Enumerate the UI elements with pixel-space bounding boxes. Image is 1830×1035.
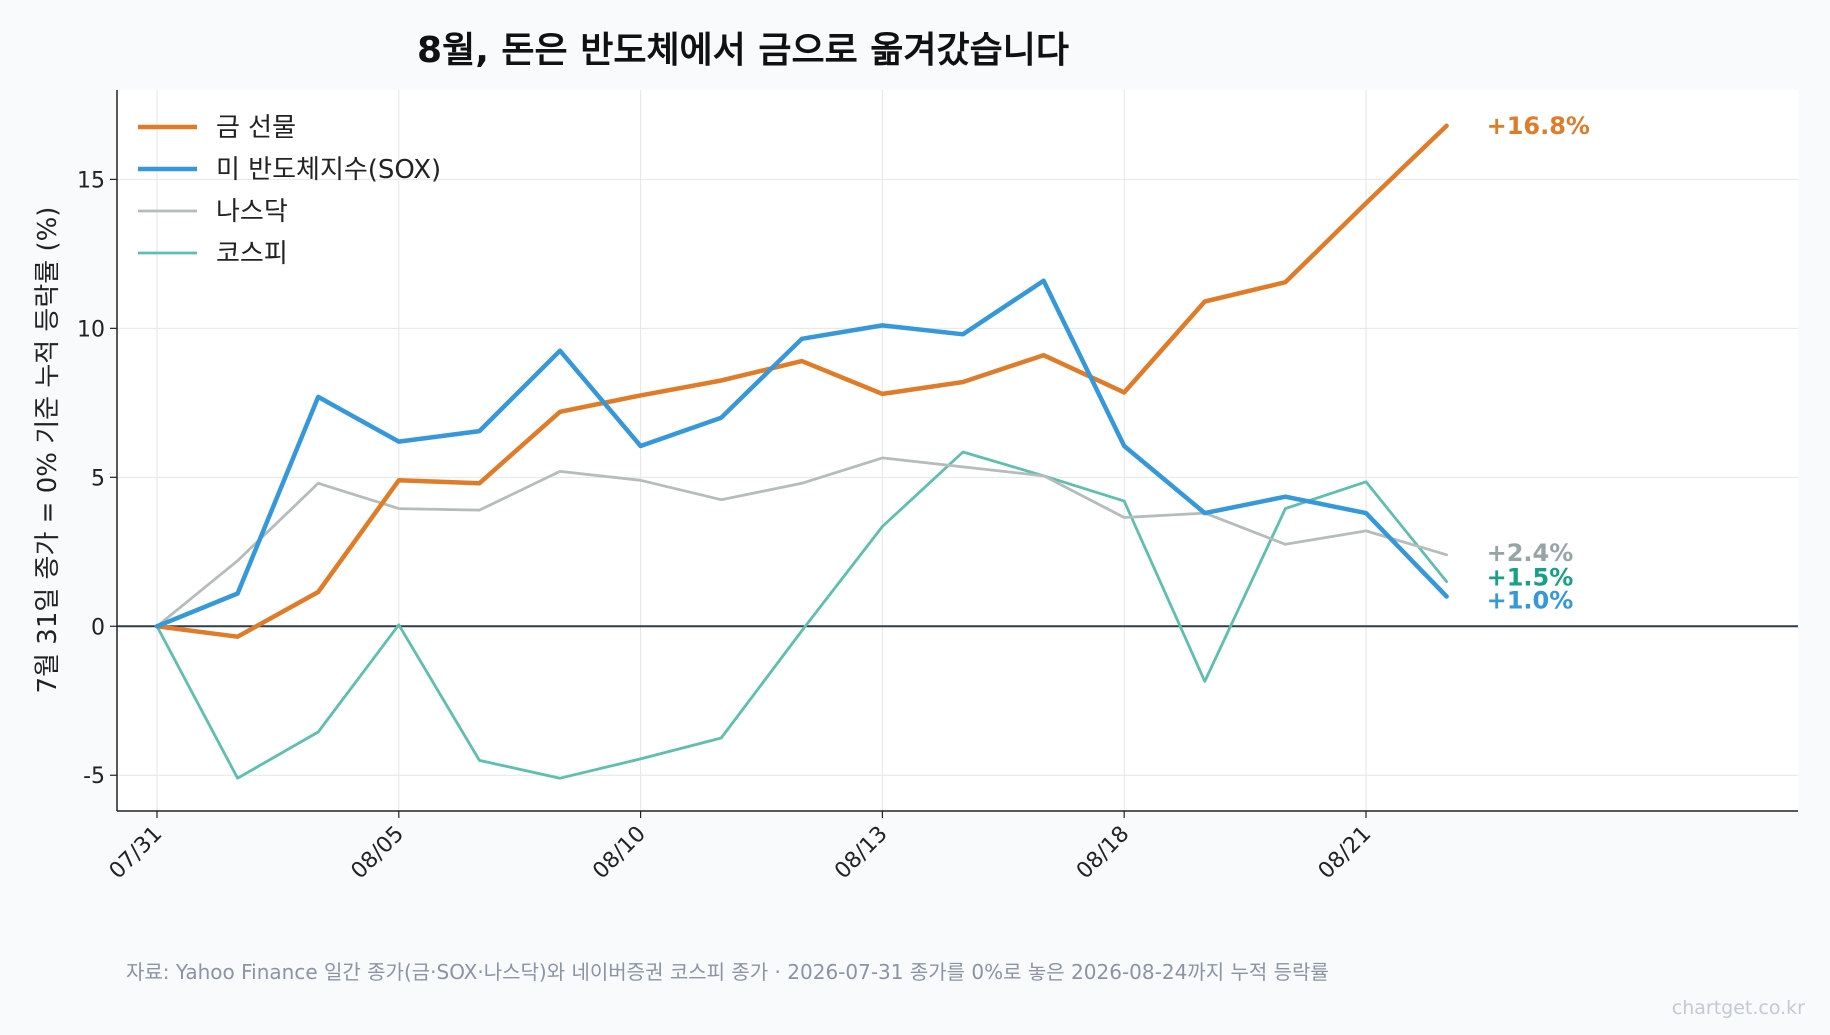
plot-area xyxy=(117,90,1798,811)
end-labels: +16.8% +1.0% +2.4%+1.5% xyxy=(1487,112,1590,615)
y-tick-label: -5 xyxy=(83,764,105,789)
y-ticks: -5 0 5 10 15 xyxy=(77,168,117,789)
x-tick-label: 08/13 xyxy=(830,822,893,885)
x-tick-label: 07/31 xyxy=(105,822,168,885)
y-tick-label: 10 xyxy=(77,317,105,342)
series-lines xyxy=(154,123,1449,780)
end-label-1: +1.0% xyxy=(1487,586,1574,614)
y-tick-label: 0 xyxy=(91,615,105,640)
end-label-0: +16.8% xyxy=(1487,112,1590,140)
end-label-2: +2.4% xyxy=(1487,539,1574,567)
legend-label-3: 코스피 xyxy=(216,239,288,269)
source-note: 자료: Yahoo Finance 일간 종가(금·SOX·나스닥)와 네이버증… xyxy=(126,960,1329,984)
y-tick-label: 15 xyxy=(77,168,105,193)
x-ticks: 07/31 08/05 08/10 08/13 08/18 08/21 xyxy=(105,811,1377,885)
series-line-1 xyxy=(154,278,1449,629)
legend-label-1: 미 반도체지수(SOX) xyxy=(216,155,441,185)
y-tick-label: 5 xyxy=(91,466,105,491)
series-line-2 xyxy=(155,456,1448,628)
y-axis-label: 7월 31일 종가 = 0% 기준 누적 등락률 (%) xyxy=(33,207,63,694)
end-label-3: +1.5% xyxy=(1487,564,1574,592)
axes xyxy=(116,90,1798,812)
x-tick-label: 08/18 xyxy=(1072,822,1135,885)
chart-title: 8월, 돈은 반도체에서 금으로 옮겨갔습니다 xyxy=(417,30,1069,71)
x-tick-label: 08/05 xyxy=(347,822,410,885)
x-tick-label: 08/10 xyxy=(588,822,651,885)
legend-label-0: 금 선물 xyxy=(216,113,296,143)
legend-label-2: 나스닥 xyxy=(216,197,288,227)
series-line-3 xyxy=(155,450,1448,780)
credit: chartget.co.kr xyxy=(1672,997,1805,1019)
x-tick-label: 08/21 xyxy=(1314,822,1377,885)
series-line-0 xyxy=(154,123,1449,639)
